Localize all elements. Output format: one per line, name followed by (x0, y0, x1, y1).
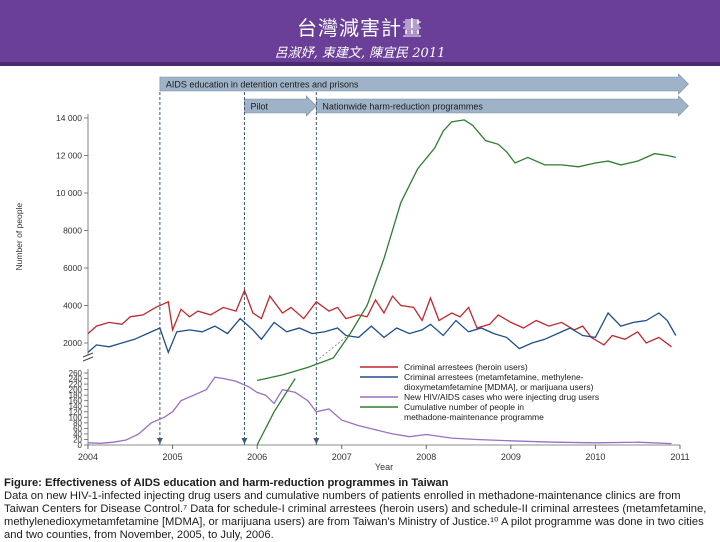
methadone-break-connector (316, 333, 351, 362)
lower-y-tick-label: 100 (69, 413, 83, 422)
phase-arrow (316, 95, 689, 117)
phase-divider-arrowhead (313, 438, 320, 444)
lower-y-tick-label: 20 (73, 435, 82, 444)
lower-y-tick-label: 240 (69, 375, 83, 384)
legend-label: Criminal arrestees (heroin users) (404, 362, 528, 372)
upper-y-tick-label: 12 000 (56, 151, 82, 161)
lower-y-tick-label: 160 (69, 397, 83, 406)
x-tick-label: 2008 (416, 452, 436, 462)
x-axis-label: Year (375, 462, 393, 470)
legend-label-continued: methadone-maintenance programme (404, 412, 544, 422)
x-tick-label: 2011 (670, 452, 689, 462)
slide-header: 台灣減害計畫 呂淑妤, 束建文, 陳宜民 2011 (0, 0, 720, 66)
y-axis-label: Number of people (14, 203, 24, 271)
legend-label-continued: dioxymetamfetamine [MDMA], or marijuana … (404, 382, 594, 392)
lower-y-tick-label: 120 (69, 408, 83, 417)
hiv-series-line (87, 376, 672, 445)
phase-label: AIDS education in detention centres and … (166, 80, 359, 90)
figure-panel: AIDS education in detention centres and … (0, 70, 720, 540)
upper-y-tick-label: 8000 (63, 226, 82, 236)
methadone-series-line-lower (256, 378, 296, 446)
x-tick-label: 2004 (78, 452, 98, 462)
lower-y-tick-label: 80 (73, 419, 82, 428)
phase-arrow (244, 95, 317, 117)
legend-label: New HIV/AIDS cases who were injecting dr… (404, 392, 599, 402)
lower-y-tick-label: 60 (73, 424, 82, 433)
lower-y-tick-label: 0 (78, 441, 83, 450)
lower-y-tick-label: 220 (69, 380, 83, 389)
phase-divider-arrowhead (241, 438, 248, 444)
phase-divider-arrowhead (156, 438, 163, 444)
phase-arrow (159, 73, 689, 95)
upper-y-tick-label: 10 000 (56, 188, 82, 198)
chart: AIDS education in detention centres and … (14, 73, 690, 472)
lower-y-tick-label: 260 (69, 369, 83, 378)
axis-break (82, 356, 94, 362)
upper-y-tick-label: 2000 (63, 338, 82, 348)
lower-y-tick-label: 200 (69, 386, 83, 395)
phase-label: Nationwide harm-reduction programmes (322, 102, 483, 112)
phase-label: Pilot (250, 102, 268, 112)
x-tick-label: 2005 (163, 452, 183, 462)
x-tick-label: 2010 (585, 452, 605, 462)
slide-title: 台灣減害計畫 (297, 16, 423, 40)
header-divider (0, 62, 720, 66)
heroin-series-line (87, 288, 672, 348)
upper-y-tick-label: 6000 (63, 263, 82, 273)
legend-label: Criminal arrestees (metamfetamine, methy… (404, 372, 584, 382)
x-tick-label: 2007 (332, 452, 352, 462)
slide-authors: 呂淑妤, 束建文, 陳宜民 2011 (274, 46, 446, 61)
lower-y-tick-label: 180 (69, 391, 83, 400)
x-tick-label: 2006 (247, 452, 267, 462)
upper-y-tick-label: 14 000 (56, 113, 82, 123)
upper-y-tick-label: 4000 (63, 301, 82, 311)
lower-y-tick-label: 40 (73, 430, 82, 439)
caption-title: Figure: Effectiveness of AIDS education … (4, 477, 449, 489)
caption-body: Data on new HIV-1-infected injecting dru… (4, 490, 707, 541)
legend-label: Cumulative number of people in (404, 402, 524, 412)
axis-break (82, 352, 94, 358)
meth-series-line (87, 311, 677, 355)
x-tick-label: 2009 (501, 452, 521, 462)
lower-y-tick-label: 140 (69, 402, 83, 411)
figure-caption: Figure: Effectiveness of AIDS education … (4, 477, 716, 542)
methadone-series-line (256, 119, 676, 382)
